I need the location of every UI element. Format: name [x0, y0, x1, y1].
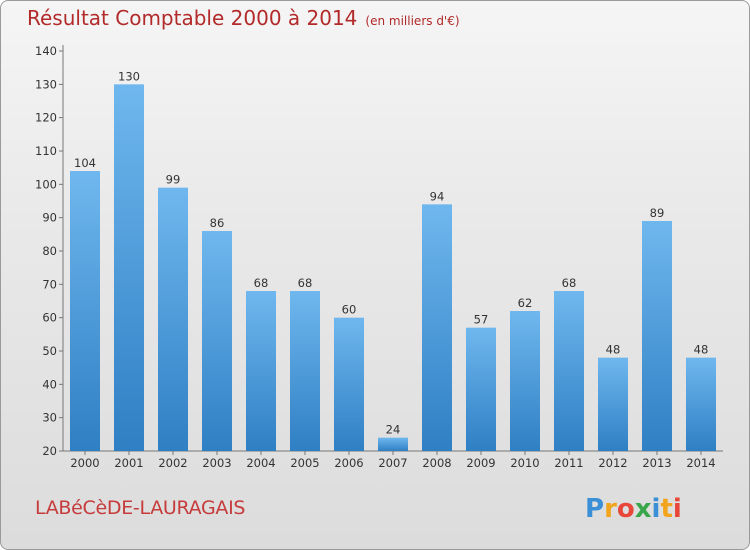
y-tick-label: 110 — [35, 144, 57, 158]
x-tick-label: 2010 — [510, 456, 539, 470]
commune-name: LABéCèDE-LAURAGAIS — [35, 497, 246, 519]
x-tick-label: 2005 — [290, 456, 319, 470]
x-tick-label: 2007 — [378, 456, 407, 470]
y-tick-label: 130 — [35, 77, 57, 91]
bar — [554, 291, 584, 451]
x-tick-label: 2009 — [466, 456, 495, 470]
bar-value-label: 48 — [606, 343, 621, 357]
bar — [158, 187, 188, 451]
x-tick-label: 2014 — [686, 456, 715, 470]
chart-title-block: Résultat Comptable 2000 à 2014 (en millie… — [27, 6, 460, 30]
x-tick-label: 2013 — [642, 456, 671, 470]
bar-value-label: 89 — [650, 206, 665, 220]
bar-value-label: 24 — [386, 423, 401, 437]
y-tick-label: 120 — [35, 111, 57, 125]
chart-title: Résultat Comptable 2000 à 2014 — [27, 6, 358, 30]
bar — [686, 357, 716, 451]
bar-value-label: 94 — [430, 189, 445, 203]
y-tick-label: 100 — [35, 177, 57, 191]
bar — [466, 327, 496, 451]
y-tick-label: 30 — [42, 411, 57, 425]
bar-value-label: 99 — [166, 173, 181, 187]
y-tick-label: 60 — [42, 311, 57, 325]
bar — [246, 291, 276, 451]
x-tick-label: 2000 — [70, 456, 99, 470]
plot-area: 20 30 40 50 60 70 80 90 100 110 120 130 140 104 2000 13… — [35, 44, 723, 470]
bar-value-label: 60 — [342, 303, 357, 317]
bar — [422, 204, 452, 451]
svg-text:Proxiti: Proxiti — [585, 494, 682, 524]
bar — [510, 311, 540, 451]
x-tick-label: 2003 — [202, 456, 231, 470]
x-tick-label: 2011 — [554, 456, 583, 470]
y-tick-label: 20 — [42, 444, 57, 458]
bar — [290, 291, 320, 451]
bar — [114, 84, 144, 451]
bar — [202, 231, 232, 451]
y-tick-label: 140 — [35, 44, 57, 58]
bar-value-label: 57 — [474, 313, 489, 327]
proxiti-logo: Proxiti — [585, 494, 682, 524]
bar-value-label: 62 — [518, 296, 533, 310]
x-tick-label: 2012 — [598, 456, 627, 470]
bar — [334, 317, 364, 451]
bar-value-label: 68 — [254, 276, 269, 290]
bar — [70, 171, 100, 451]
x-tick-label: 2008 — [422, 456, 451, 470]
bar — [598, 357, 628, 451]
bar — [378, 437, 408, 451]
y-tick-label: 90 — [42, 211, 57, 225]
y-tick-label: 40 — [42, 377, 57, 391]
bar — [642, 221, 672, 451]
y-tick-label: 70 — [42, 277, 57, 291]
x-tick-label: 2001 — [114, 456, 143, 470]
bar-value-label: 48 — [694, 343, 709, 357]
bar-value-label: 68 — [562, 276, 577, 290]
x-tick-label: 2002 — [158, 456, 187, 470]
bar-value-label: 68 — [298, 276, 313, 290]
bar-value-label: 104 — [74, 156, 96, 170]
y-tick-label: 80 — [42, 244, 57, 258]
x-tick-label: 2004 — [246, 456, 275, 470]
y-tick-label: 50 — [42, 344, 57, 358]
x-tick-label: 2006 — [334, 456, 363, 470]
bar-value-label: 130 — [118, 69, 140, 83]
chart-subtitle: (en milliers d'€) — [365, 14, 460, 28]
bar-value-label: 86 — [210, 216, 225, 230]
